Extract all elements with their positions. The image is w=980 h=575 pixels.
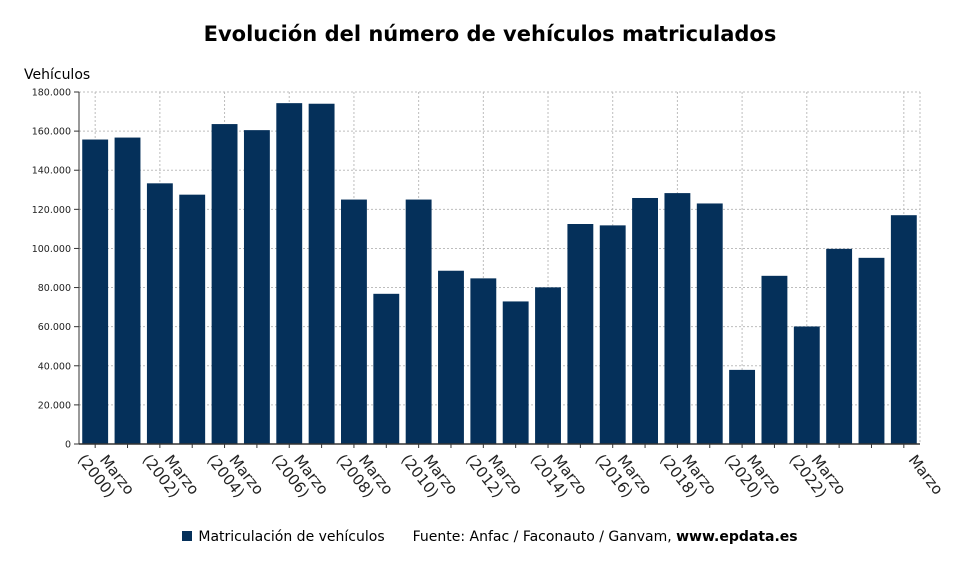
bar: [535, 287, 561, 444]
bar: [341, 199, 367, 444]
y-tick-label: 20.000: [38, 400, 71, 411]
x-tick-label: Marzo(2010): [397, 440, 461, 508]
chart-title: Evolución del número de vehículos matric…: [203, 22, 777, 46]
bar-series: [82, 103, 917, 445]
bar: [632, 197, 658, 444]
bar: [858, 257, 885, 444]
bar: [567, 224, 594, 444]
bar: [179, 194, 206, 444]
bar: [276, 103, 303, 444]
x-tick-label: Marzo(2014): [527, 440, 591, 508]
bar: [729, 369, 756, 444]
x-tick-labels: Marzo(2000) Marzo(2002) Marzo(2004) Marzo(2…: [74, 440, 947, 508]
bar: [696, 203, 723, 444]
legend-label: Matriculación de vehículos: [198, 529, 385, 545]
bar: [470, 278, 497, 444]
y-tick-labels: 0 20.000 40.000 60.000 80.000 100.000 120.000 1…: [32, 88, 71, 451]
bar: [793, 326, 820, 444]
x-tick-label: Marzo(2018): [656, 440, 720, 508]
y-tick-label: 160.000: [32, 127, 71, 138]
x-tick-label: Marzo: [905, 451, 947, 498]
bar: [761, 275, 788, 444]
y-tick-label: 180.000: [32, 88, 71, 99]
bar: [405, 199, 432, 444]
source-link[interactable]: www.epdata.es: [676, 529, 798, 545]
legend-swatch: [182, 531, 193, 541]
bar: [890, 215, 917, 444]
bar: [114, 137, 141, 444]
axes: [74, 91, 920, 448]
y-tick-label: 0: [65, 440, 71, 451]
y-tick-label: 40.000: [38, 361, 71, 372]
x-tick-label: Marzo(2022): [786, 440, 850, 508]
x-tick-label: Marzo(2004): [203, 440, 267, 508]
bar: [373, 293, 400, 444]
x-tick-label-line: Marzo: [905, 451, 947, 498]
y-tick-label: 120.000: [32, 205, 71, 216]
x-tick-label: Marzo(2008): [333, 440, 397, 508]
bar: [664, 193, 691, 444]
bar: [308, 103, 335, 444]
bar: [146, 183, 173, 444]
source-text: Fuente: Anfac / Faconauto / Ganvam,: [412, 529, 677, 545]
y-tick-label: 80.000: [38, 283, 71, 294]
bar: [599, 225, 626, 444]
x-tick-label: Marzo(2002): [139, 440, 203, 508]
x-tick-label: Marzo(2012): [462, 440, 526, 508]
bar: [438, 270, 464, 444]
bar: [211, 124, 238, 445]
bar: [243, 130, 270, 444]
y-tick-label: 140.000: [32, 166, 71, 177]
bar: [502, 301, 529, 444]
y-axis-label: Vehículos: [24, 67, 91, 83]
x-tick-label: Marzo(2016): [592, 440, 656, 508]
x-tick-label: Marzo(2006): [268, 440, 332, 508]
x-tick-label: Marzo(2000): [74, 440, 138, 508]
y-tick-label: 60.000: [38, 322, 71, 333]
y-tick-label: 100.000: [32, 244, 71, 255]
chart-footer: Matriculación de vehículos Fuente: Anfac …: [0, 529, 980, 545]
bar: [82, 139, 109, 444]
bar: [826, 248, 853, 444]
x-tick-label: Marzo(2020): [721, 440, 785, 508]
bar-chart: 0 20.000 40.000 60.000 80.000 100.000 120.000 1…: [32, 88, 947, 508]
